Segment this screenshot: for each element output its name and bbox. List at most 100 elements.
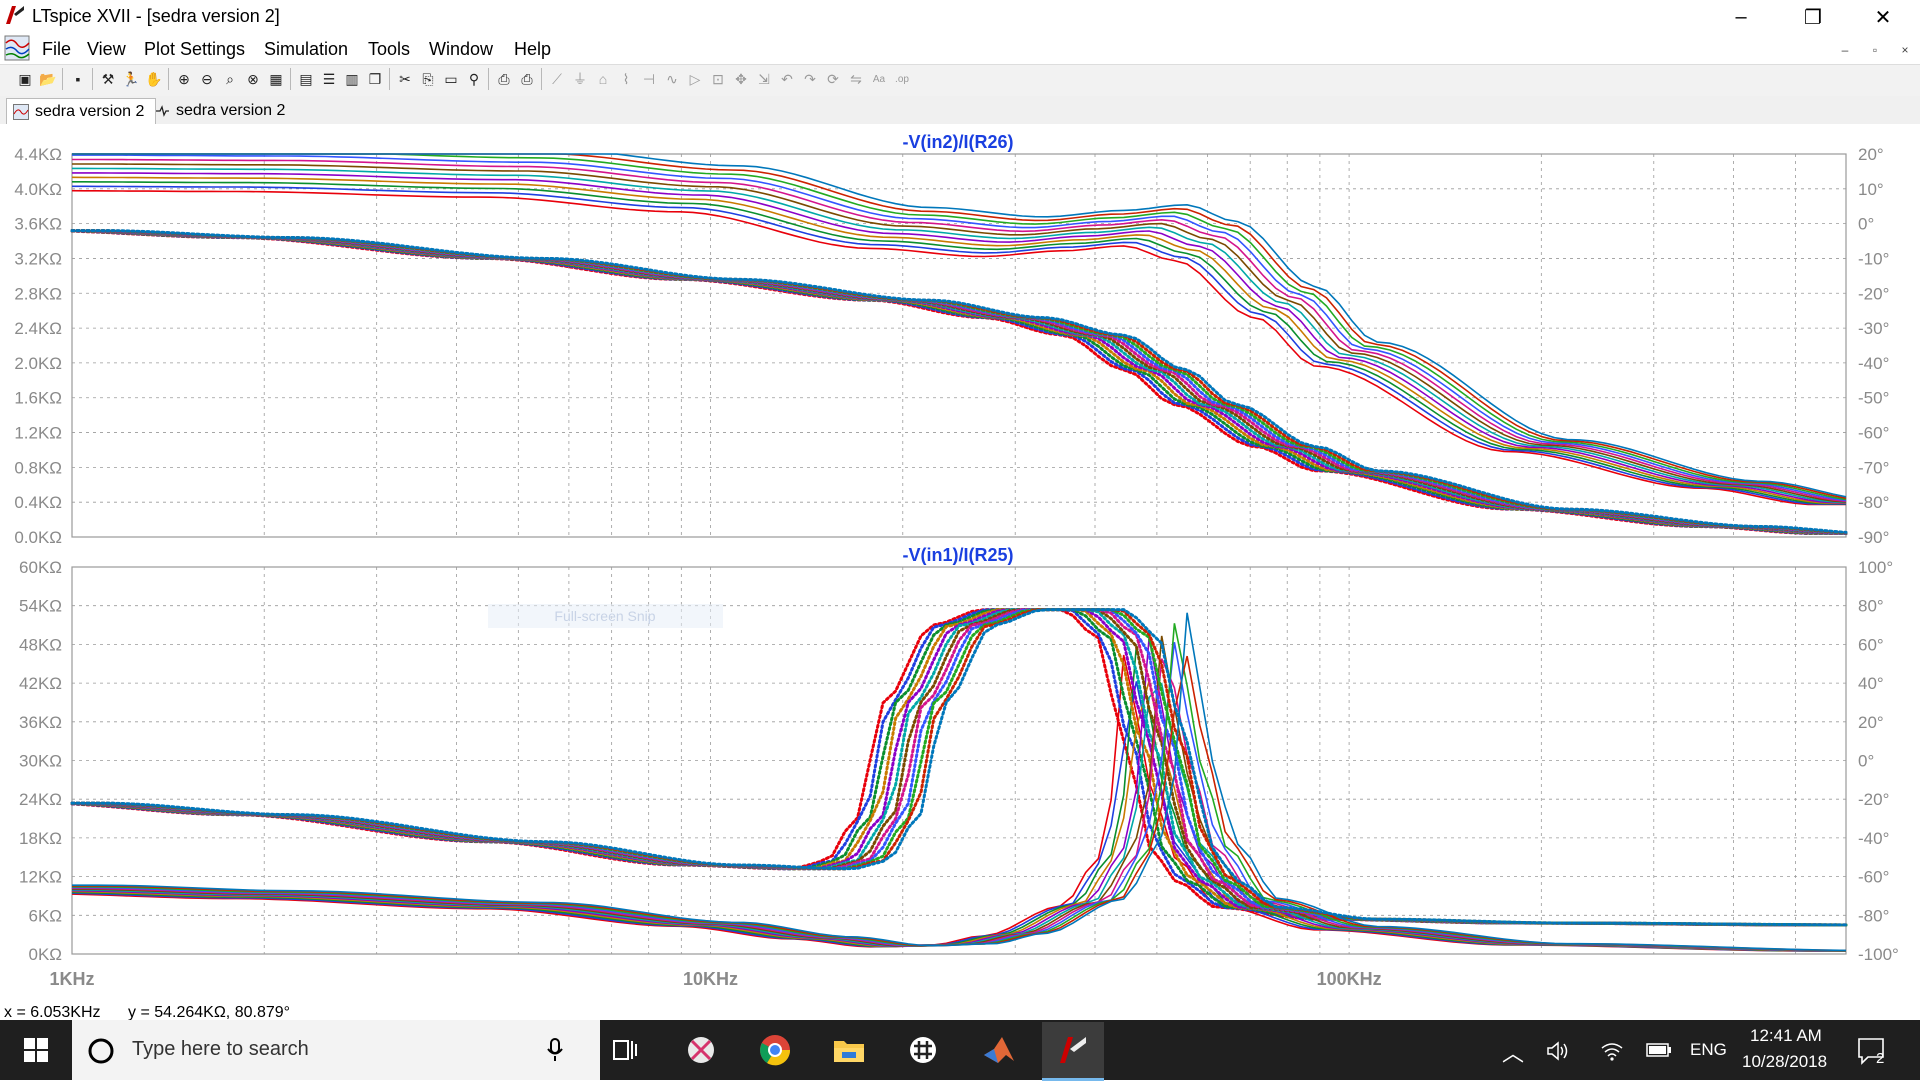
magnitude-trace[interactable] [72, 185, 1846, 505]
save-icon[interactable]: ▪ [75, 71, 81, 87]
y-axis-left-tick-label: 0KΩ [28, 945, 62, 964]
magnitude-trace[interactable] [72, 612, 1847, 952]
autorange-icon[interactable]: ▦ [269, 70, 283, 87]
tile-horizontal-icon[interactable]: ☰ [322, 70, 336, 87]
y-axis-right-tick-label: 0° [1858, 752, 1874, 771]
status-bar: x = 6.053KHz y = 54.264KΩ, 80.879° [0, 1002, 1920, 1024]
tile-vertical-icon[interactable]: ▥ [345, 70, 359, 87]
magnitude-trace[interactable] [72, 154, 1847, 502]
zoom-area-icon[interactable]: ⌕ [226, 70, 234, 87]
magnitude-trace[interactable] [72, 158, 1847, 503]
cut-icon[interactable]: ✂ [399, 70, 411, 87]
phase-trace[interactable] [70, 229, 1848, 534]
chrome-icon[interactable] [744, 1022, 806, 1078]
start-button[interactable] [0, 1020, 72, 1080]
clock-date[interactable]: 10/28/2018 [1742, 1052, 1828, 1071]
microphone-icon[interactable] [546, 1038, 564, 1062]
menu-simulation[interactable]: Simulation [264, 39, 349, 59]
label-icon[interactable]: ⌂ [598, 71, 608, 87]
print-icon[interactable]: ⎙ [498, 70, 510, 87]
magnitude-trace[interactable] [72, 163, 1847, 503]
ltspice-logo-icon [6, 6, 24, 24]
wire-icon[interactable]: ⟋ [552, 70, 562, 87]
y-axis-left-tick-label: 4.0KΩ [14, 180, 62, 199]
y-axis-right-tick-label: -40° [1858, 354, 1889, 373]
magnitude-trace[interactable] [71, 176, 1846, 504]
y-axis-right-tick-label: 60° [1858, 635, 1884, 654]
toolbar-separator [168, 68, 169, 90]
resistor-icon[interactable]: ⌇ [622, 70, 630, 87]
copy-icon[interactable]: ⎘ [422, 70, 434, 87]
menu-help[interactable]: Help [514, 39, 552, 59]
matlab-icon[interactable] [968, 1022, 1030, 1078]
menu-plot-settings[interactable]: Plot Settings [144, 39, 246, 59]
ltspice-taskbar-icon[interactable] [1042, 1022, 1104, 1081]
menu-file[interactable]: File [42, 39, 72, 59]
halt-icon[interactable]: ✋ [145, 70, 163, 87]
plot-pane-frame[interactable] [71, 153, 1847, 538]
component-icon[interactable]: ⊡ [712, 70, 724, 87]
run-icon[interactable]: 🏃 [122, 70, 140, 87]
slack-icon[interactable] [892, 1022, 954, 1078]
restore-button[interactable]: ❐ [1804, 6, 1822, 29]
clock-time[interactable]: 12:41 AM [1750, 1026, 1822, 1045]
trace-title[interactable]: -V(in2)/I(R26) [902, 132, 1013, 152]
snipping-tool-icon[interactable] [670, 1022, 732, 1078]
zoom-fit-icon[interactable]: ⊗ [247, 70, 259, 87]
inductor-icon[interactable]: ∿ [666, 70, 678, 87]
volume-icon[interactable] [1546, 1040, 1570, 1062]
spice-directive-icon[interactable]: .op [895, 73, 909, 85]
move-icon[interactable]: ✥ [735, 70, 747, 87]
tab-waveform[interactable]: sedra version 2 [6, 98, 156, 125]
zoom-in-icon[interactable]: ⊕ [178, 70, 190, 87]
open-icon[interactable]: 📂 [39, 70, 57, 87]
drag-icon[interactable]: ⇲ [758, 70, 770, 87]
ground-icon[interactable]: ⏚ [573, 71, 587, 87]
magnitude-trace[interactable] [72, 172, 1847, 504]
menu-view[interactable]: View [87, 39, 126, 59]
phase-trace[interactable] [70, 608, 1848, 927]
magnitude-trace[interactable] [72, 181, 1846, 505]
capacitor-icon[interactable]: ⊣ [642, 70, 656, 87]
paste-icon[interactable]: ▭ [444, 70, 458, 87]
waveform-window-icon[interactable] [4, 35, 30, 61]
rotate-icon[interactable]: ⟳ [827, 70, 839, 87]
toolbar-separator [92, 68, 93, 90]
taskbar-search[interactable] [72, 1020, 600, 1080]
tab-schematic[interactable]: sedra version 2 [148, 98, 296, 124]
close-button[interactable]: ✕ [1874, 6, 1892, 29]
diode-icon[interactable]: ▷ [689, 70, 701, 87]
x-axis-tick-label: 10KHz [683, 969, 738, 989]
cascade-icon[interactable]: ❐ [368, 70, 382, 87]
find-icon[interactable]: ⚲ [468, 70, 480, 87]
show-hidden-icons-chevron[interactable]: ︿ [1502, 1041, 1525, 1066]
wifi-icon[interactable] [1600, 1040, 1624, 1062]
redo-icon[interactable]: ↷ [804, 70, 816, 87]
magnitude-trace[interactable] [72, 167, 1847, 504]
language-indicator[interactable]: ENG [1690, 1040, 1727, 1059]
magnitude-trace[interactable] [71, 189, 1846, 506]
undo-icon[interactable]: ↶ [781, 70, 793, 87]
trace-title[interactable]: -V(in1)/I(R25) [902, 545, 1013, 565]
waveform-viewer[interactable]: 4.4KΩ 4.0KΩ 3.6KΩ 3.2KΩ 2.8KΩ 2.4KΩ 2.0KΩ 1.6KΩ… [0, 124, 1920, 1002]
task-view-icon[interactable] [594, 1022, 656, 1078]
minimize-button[interactable]: – [1735, 5, 1747, 28]
zoom-out-icon[interactable]: ⊖ [201, 70, 213, 87]
text-icon[interactable]: Aa [872, 73, 886, 85]
magnitude-trace[interactable] [72, 153, 1847, 498]
battery-icon[interactable] [1646, 1042, 1672, 1058]
file-explorer-icon[interactable] [818, 1022, 880, 1078]
grid-icon[interactable]: ▤ [299, 70, 313, 87]
y-axis-right-tick-label: -50° [1858, 389, 1889, 408]
menu-tools[interactable]: Tools [368, 39, 411, 59]
mdi-restore-button[interactable]: ▫ [1872, 43, 1878, 57]
mdi-close-button[interactable]: × [1901, 43, 1909, 57]
control-panel-icon[interactable]: ⚒ [101, 70, 115, 87]
mirror-icon[interactable]: ⇋ [850, 70, 862, 87]
action-center-icon[interactable] [1856, 1036, 1890, 1066]
menu-window[interactable]: Window [429, 39, 494, 59]
print-preview-icon[interactable]: ⎙ [521, 70, 533, 87]
plot-canvas[interactable]: 4.4KΩ 4.0KΩ 3.6KΩ 3.2KΩ 2.8KΩ 2.4KΩ 2.0KΩ 1.6KΩ… [0, 124, 1920, 1002]
new-schematic-icon[interactable]: ▣ [18, 70, 32, 87]
mdi-minimize-button[interactable]: – [1841, 43, 1849, 57]
